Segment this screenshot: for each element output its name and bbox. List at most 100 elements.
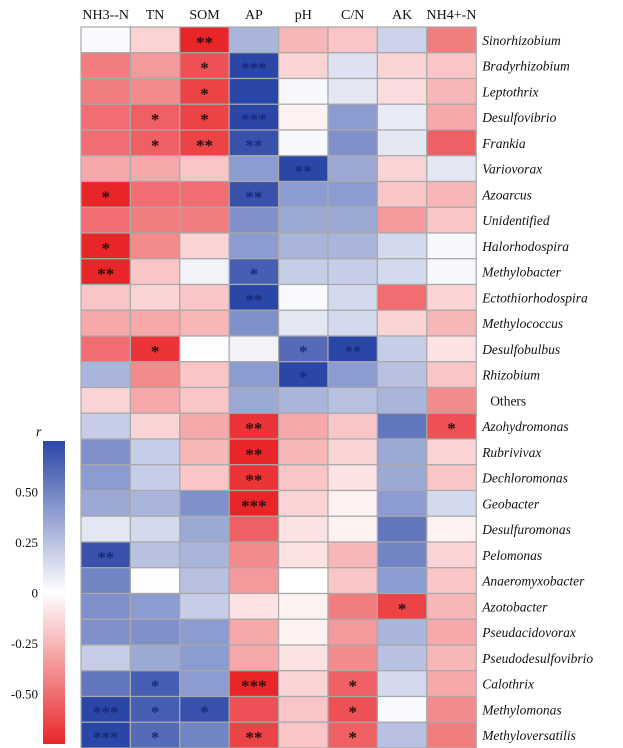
colorbar-tick-label: -0.25 [11, 636, 38, 651]
heatmap-cell [228, 258, 280, 286]
heatmap-cell [179, 103, 230, 131]
heatmap-cell [179, 155, 230, 183]
heatmap-cell [80, 309, 132, 337]
heatmap-cell [426, 515, 477, 543]
significance-mark: ** [245, 187, 262, 206]
heatmap-cell [426, 412, 477, 440]
heatmap-cell [80, 592, 132, 620]
heatmap-cell [129, 567, 181, 595]
heatmap-cell [376, 567, 428, 595]
heatmap-cell [278, 180, 329, 208]
row-label: Others [490, 393, 526, 408]
heatmap-cell [179, 644, 230, 672]
heatmap-cell [228, 129, 280, 157]
row-label: Azohydromonas [481, 419, 569, 434]
heatmap-cell [228, 592, 280, 620]
row-label: Variovorax [482, 162, 542, 177]
heatmap-cell [179, 721, 230, 748]
heatmap-cell [278, 592, 329, 620]
colorbar-tick-label: -0.50 [11, 687, 38, 702]
heatmap-cell [129, 206, 181, 234]
row-label: Halorhodospira [481, 239, 569, 254]
heatmap-cell [179, 386, 230, 414]
heatmap-cell [80, 129, 132, 157]
heatmap-cell [327, 515, 379, 543]
row-label: Leptothrix [481, 84, 538, 99]
heatmap-cell [179, 670, 230, 698]
heatmap-cell [129, 670, 181, 698]
colorbar-tick-label: 0 [32, 586, 39, 601]
heatmap-cell [327, 26, 379, 54]
heatmap-cell [327, 644, 379, 672]
heatmap-cell [80, 515, 132, 543]
heatmap-cell [80, 232, 132, 260]
heatmap-cell [327, 129, 379, 157]
heatmap-cell [327, 206, 379, 234]
heatmap-cell [327, 180, 379, 208]
significance-mark: ** [97, 548, 114, 567]
heatmap-cell [228, 644, 280, 672]
heatmap-cell [129, 412, 181, 440]
row-label: Ectothiorhodospira [481, 290, 588, 305]
heatmap-cell [179, 438, 230, 466]
heatmap-cell [228, 206, 280, 234]
heatmap-cell [129, 52, 181, 80]
heatmap-cell [327, 103, 379, 131]
heatmap-cell [376, 644, 428, 672]
significance-mark: ** [245, 136, 262, 155]
column-label: SOM [189, 8, 220, 23]
heatmap-cell [376, 26, 428, 54]
significance-mark: * [151, 702, 160, 721]
row-label: Methylomonas [481, 702, 561, 717]
heatmap-cell [426, 438, 477, 466]
heatmap-cell [426, 644, 477, 672]
heatmap-cell [228, 335, 280, 363]
heatmap-cell [376, 412, 428, 440]
colorbar-title: r [36, 425, 42, 440]
heatmap-cell [278, 464, 329, 492]
heatmap-cell [327, 283, 379, 311]
heatmap-cell [426, 721, 477, 748]
significance-mark: *** [241, 496, 267, 515]
heatmap-cell [179, 489, 230, 517]
significance-mark: *** [241, 59, 267, 78]
row-label: Bradyrhizobium [482, 59, 570, 74]
colorbar-tick-label: 0.25 [15, 535, 38, 550]
row-label: Desulfovibrio [481, 110, 556, 125]
heatmap-cell [376, 77, 428, 105]
heatmap-cell [426, 155, 477, 183]
heatmap-cell [426, 386, 477, 414]
heatmap-cell [278, 206, 329, 234]
significance-mark: * [151, 677, 160, 696]
row-label: Pseudodesulfovibrio [481, 651, 593, 666]
heatmap-cell [327, 361, 379, 389]
heatmap-cell [80, 567, 132, 595]
heatmap-cell [278, 77, 329, 105]
heatmap-cell [278, 52, 329, 80]
heatmap-cell [228, 515, 280, 543]
heatmap-cell [80, 618, 132, 646]
heatmap-cell [327, 335, 379, 363]
heatmap-cell [278, 129, 329, 157]
heatmap-cell [376, 670, 428, 698]
heatmap-cell [426, 592, 477, 620]
heatmap-cell [228, 309, 280, 337]
heatmap-cells [80, 26, 477, 748]
heatmap-cell [327, 155, 379, 183]
heatmap-cell [129, 515, 181, 543]
heatmap-cell [129, 721, 181, 748]
heatmap-cell [129, 258, 181, 286]
heatmap-cell [129, 361, 181, 389]
significance-mark: ** [245, 728, 262, 747]
significance-marks: *** ***** * **** ** ***** ***** **** * ***** *****… [93, 33, 456, 747]
heatmap-cell [278, 412, 329, 440]
row-label: Pelomonas [481, 548, 542, 563]
heatmap-cell [228, 283, 280, 311]
row-label: Desulfobulbus [481, 342, 560, 357]
heatmap-cell [278, 670, 329, 698]
heatmap-cell [426, 335, 477, 363]
heatmap-cell [179, 180, 230, 208]
heatmap-cell [80, 438, 132, 466]
heatmap-cell [80, 412, 132, 440]
heatmap-cell [179, 515, 230, 543]
